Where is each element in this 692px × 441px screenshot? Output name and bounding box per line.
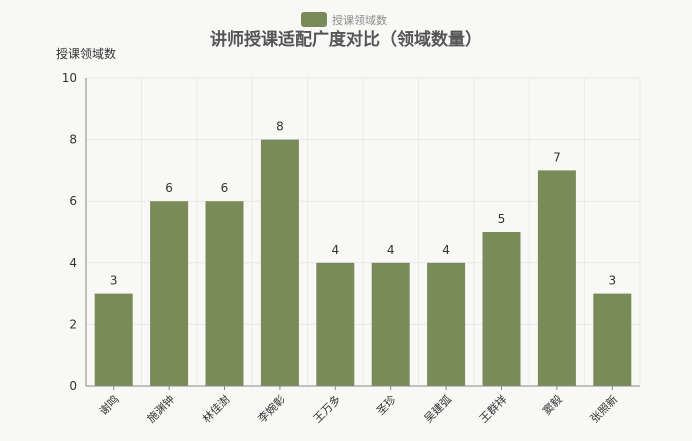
bar[interactable] [427,262,466,386]
bar[interactable] [94,293,133,386]
bar-value-label: 3 [608,274,616,288]
x-tick-label: 王万多 [310,392,343,425]
y-tick-label: 4 [69,256,77,270]
bar-value-label: 4 [331,243,339,257]
bar[interactable] [537,170,576,386]
x-tick-label: 张照新 [587,392,620,425]
bar-value-label: 4 [442,243,450,257]
legend-swatch [301,12,327,27]
x-tick-label: 施渊钟 [144,392,177,425]
bar-value-label: 3 [110,274,118,288]
y-tick-label: 0 [69,379,77,393]
y-axis-label: 授课领域数 [56,46,116,61]
bar-value-label: 8 [276,120,284,134]
x-tick-label: 圣珍 [374,393,399,418]
x-tick-label: 林佳澍 [199,392,232,425]
bar[interactable] [316,262,355,386]
bar-layer [94,139,632,386]
bar-value-label: 6 [165,181,173,195]
bar-value-label: 5 [498,212,506,226]
bar[interactable] [150,201,189,386]
x-tick-label: 谢鸣 [96,392,121,417]
y-tick-label: 6 [69,194,77,208]
x-tick-label: 吴建弧 [421,392,454,425]
bar[interactable] [371,262,410,386]
y-tick-label: 8 [69,133,77,147]
legend[interactable]: 授课领域数 [301,12,387,27]
bar[interactable] [260,139,299,386]
x-tick-label: 窦毅 [540,392,565,417]
bar[interactable] [593,293,632,386]
y-tick-label: 10 [62,71,77,85]
legend-label: 授课领域数 [332,13,387,27]
bar-value-label: 6 [221,181,229,195]
y-tick-label: 2 [69,317,77,331]
bar[interactable] [482,232,521,386]
bar[interactable] [205,201,244,386]
x-tick-label: 王群祥 [476,392,509,425]
chart-title: 讲师授课适配广度对比（领域数量） [210,29,482,50]
x-tick-label: 李婉彰 [255,392,288,425]
bar-value-label: 4 [387,243,395,257]
bar-value-label: 7 [553,150,561,164]
